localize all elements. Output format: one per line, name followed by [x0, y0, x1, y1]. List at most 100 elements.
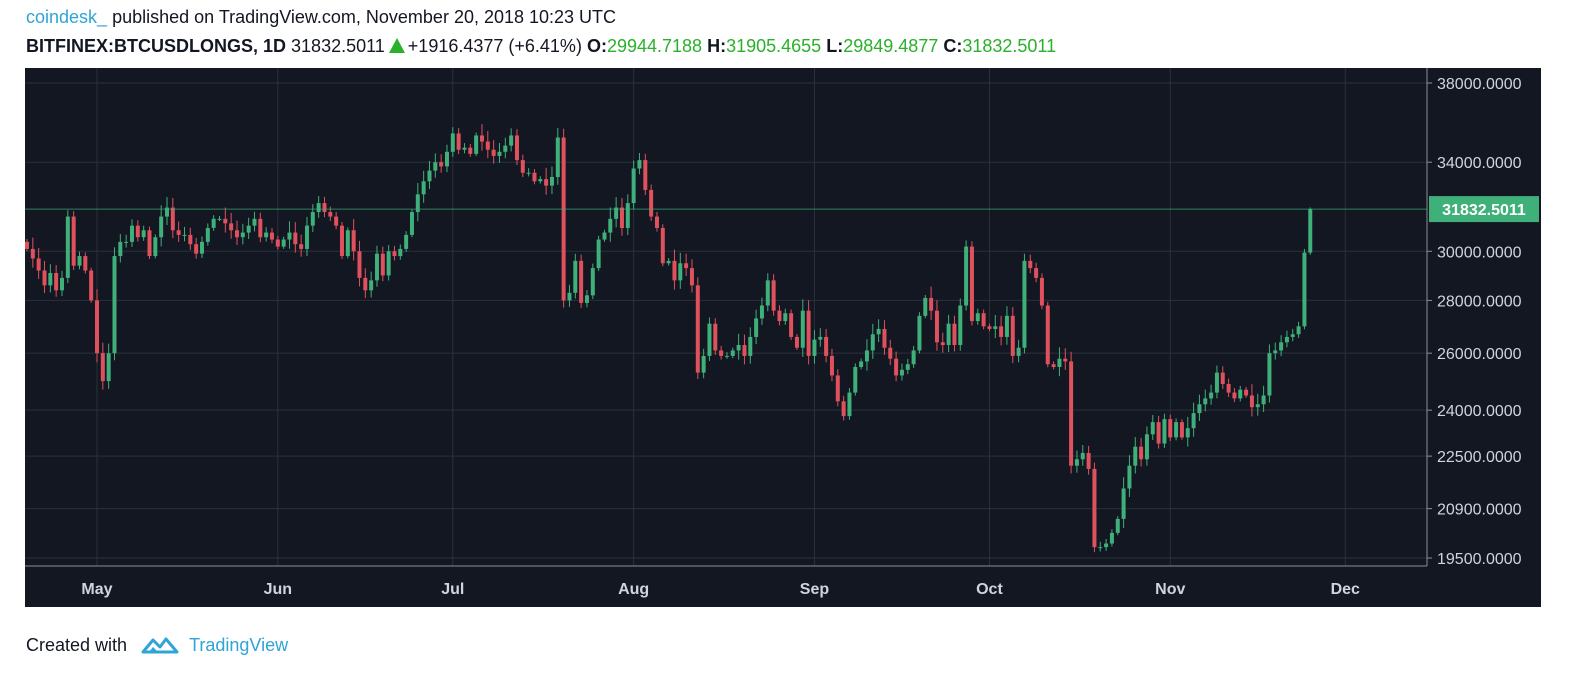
candle-body	[1127, 465, 1132, 489]
candle-body	[579, 260, 584, 303]
candle-body	[619, 207, 624, 228]
candle-body	[188, 234, 193, 245]
candle-body	[1197, 404, 1202, 414]
x-axis-tick-label: Sep	[800, 581, 830, 598]
candle-body	[503, 145, 508, 152]
candle-body	[468, 147, 473, 154]
candle-body	[602, 232, 607, 240]
candle-body	[1249, 395, 1254, 408]
candle-body	[608, 218, 613, 233]
candle-body	[754, 318, 759, 337]
created-with-text: Created with	[26, 634, 128, 655]
candle-body	[999, 326, 1004, 337]
x-axis-tick-label: Jun	[264, 581, 292, 598]
candle-body	[54, 272, 59, 291]
candle-body	[835, 375, 840, 402]
candle-body	[339, 225, 344, 257]
candle-body	[491, 149, 496, 156]
candle-body	[987, 326, 992, 329]
candle-body	[497, 151, 502, 156]
candle-body	[882, 328, 887, 348]
candle-body	[911, 350, 916, 365]
candle-body	[275, 239, 280, 247]
author-link[interactable]: coindesk_	[26, 7, 108, 27]
tradingview-link[interactable]: TradingView	[189, 634, 289, 655]
y-axis-tick-label: 22500.0000	[1437, 449, 1522, 466]
candle-body	[678, 263, 683, 281]
candle-body	[544, 179, 549, 186]
candle-body	[112, 256, 117, 354]
candle-body	[672, 260, 677, 281]
candle-body	[100, 353, 105, 382]
candle-body	[1209, 392, 1214, 399]
candle-body	[1273, 350, 1278, 354]
candle-body	[713, 323, 718, 351]
candle-body	[450, 133, 455, 152]
candle-body	[1063, 358, 1068, 362]
candle-body	[818, 336, 823, 340]
open-label: O:	[586, 36, 607, 56]
candle-body	[1139, 446, 1144, 460]
y-axis-tick-label: 19500.0000	[1437, 551, 1522, 568]
candle-body	[771, 280, 776, 311]
candle-body	[1144, 434, 1149, 460]
candle-body	[730, 350, 735, 356]
candle-body	[637, 160, 642, 169]
candle-body	[1104, 543, 1109, 548]
price-change: +1916.4377 (+6.41%)	[407, 36, 582, 56]
candle-body	[1290, 334, 1295, 337]
candle-body	[783, 313, 788, 322]
candle-body	[240, 232, 245, 238]
candle-body	[89, 270, 94, 301]
candle-body	[859, 361, 864, 368]
candle-body	[199, 241, 204, 254]
candle-body	[1086, 452, 1091, 469]
candle-body	[479, 135, 484, 142]
candlestick-chart[interactable]: 38000.0000 34000.0000 30000.0000 28000.0000…	[25, 68, 1541, 607]
candle-body	[1039, 277, 1044, 306]
candle-body	[1115, 518, 1120, 533]
candle-body	[351, 230, 356, 252]
candle-body	[1279, 342, 1284, 351]
y-axis-tick-label: 26000.0000	[1437, 346, 1522, 363]
publish-info: coindesk_ published on TradingView.com, …	[26, 7, 616, 28]
candle-body	[328, 212, 333, 217]
candle-body	[748, 336, 753, 356]
close-value: 31832.5011	[962, 36, 1057, 56]
candle-body	[129, 225, 134, 242]
candle-body	[124, 241, 129, 243]
candle-body	[83, 256, 88, 271]
candle-body	[1109, 532, 1114, 544]
candle-body	[1051, 364, 1056, 368]
y-axis-tick-label: 38000.0000	[1437, 76, 1522, 93]
candle-body	[194, 244, 199, 254]
candle-body	[304, 225, 309, 249]
open-value: 29944.7188	[606, 36, 703, 56]
candle-body	[1034, 268, 1039, 278]
x-axis-tick-label: Dec	[1331, 581, 1360, 598]
candle-body	[829, 355, 834, 376]
candle-body	[660, 227, 665, 264]
candle-body	[567, 292, 572, 301]
candle-body	[427, 170, 432, 182]
candle-body	[561, 137, 566, 301]
x-axis-tick-label: May	[81, 581, 112, 598]
candle-body	[824, 336, 829, 356]
y-axis-tick-label: 24000.0000	[1437, 403, 1522, 420]
candle-body	[164, 207, 169, 217]
candle-body	[71, 216, 76, 266]
last-price-tag-label: 31832.5011	[1442, 202, 1526, 219]
candle-body	[258, 218, 263, 238]
last-price: 31832.5011	[291, 36, 385, 56]
candle-body	[1074, 459, 1079, 466]
candle-body	[357, 251, 362, 278]
candle-body	[736, 345, 741, 351]
candle-body	[48, 272, 53, 286]
tradingview-logo-icon[interactable]	[141, 634, 179, 656]
candle-body	[707, 323, 712, 356]
candle-body	[386, 251, 391, 276]
candle-body	[1220, 372, 1225, 384]
candle-body	[485, 141, 490, 150]
candle-body	[1092, 468, 1097, 548]
candle-body	[153, 237, 158, 257]
